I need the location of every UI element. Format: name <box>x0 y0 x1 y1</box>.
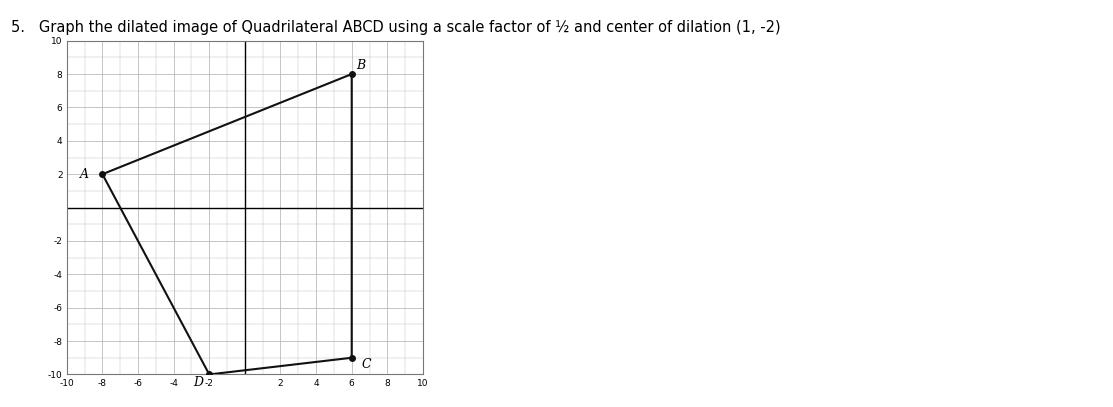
Text: C: C <box>361 358 371 371</box>
Text: D: D <box>194 376 204 389</box>
Text: 5.   Graph the dilated image of Quadrilateral ABCD using a scale factor of ½ and: 5. Graph the dilated image of Quadrilate… <box>11 20 780 35</box>
Text: B: B <box>356 59 365 72</box>
Text: A: A <box>80 168 89 181</box>
